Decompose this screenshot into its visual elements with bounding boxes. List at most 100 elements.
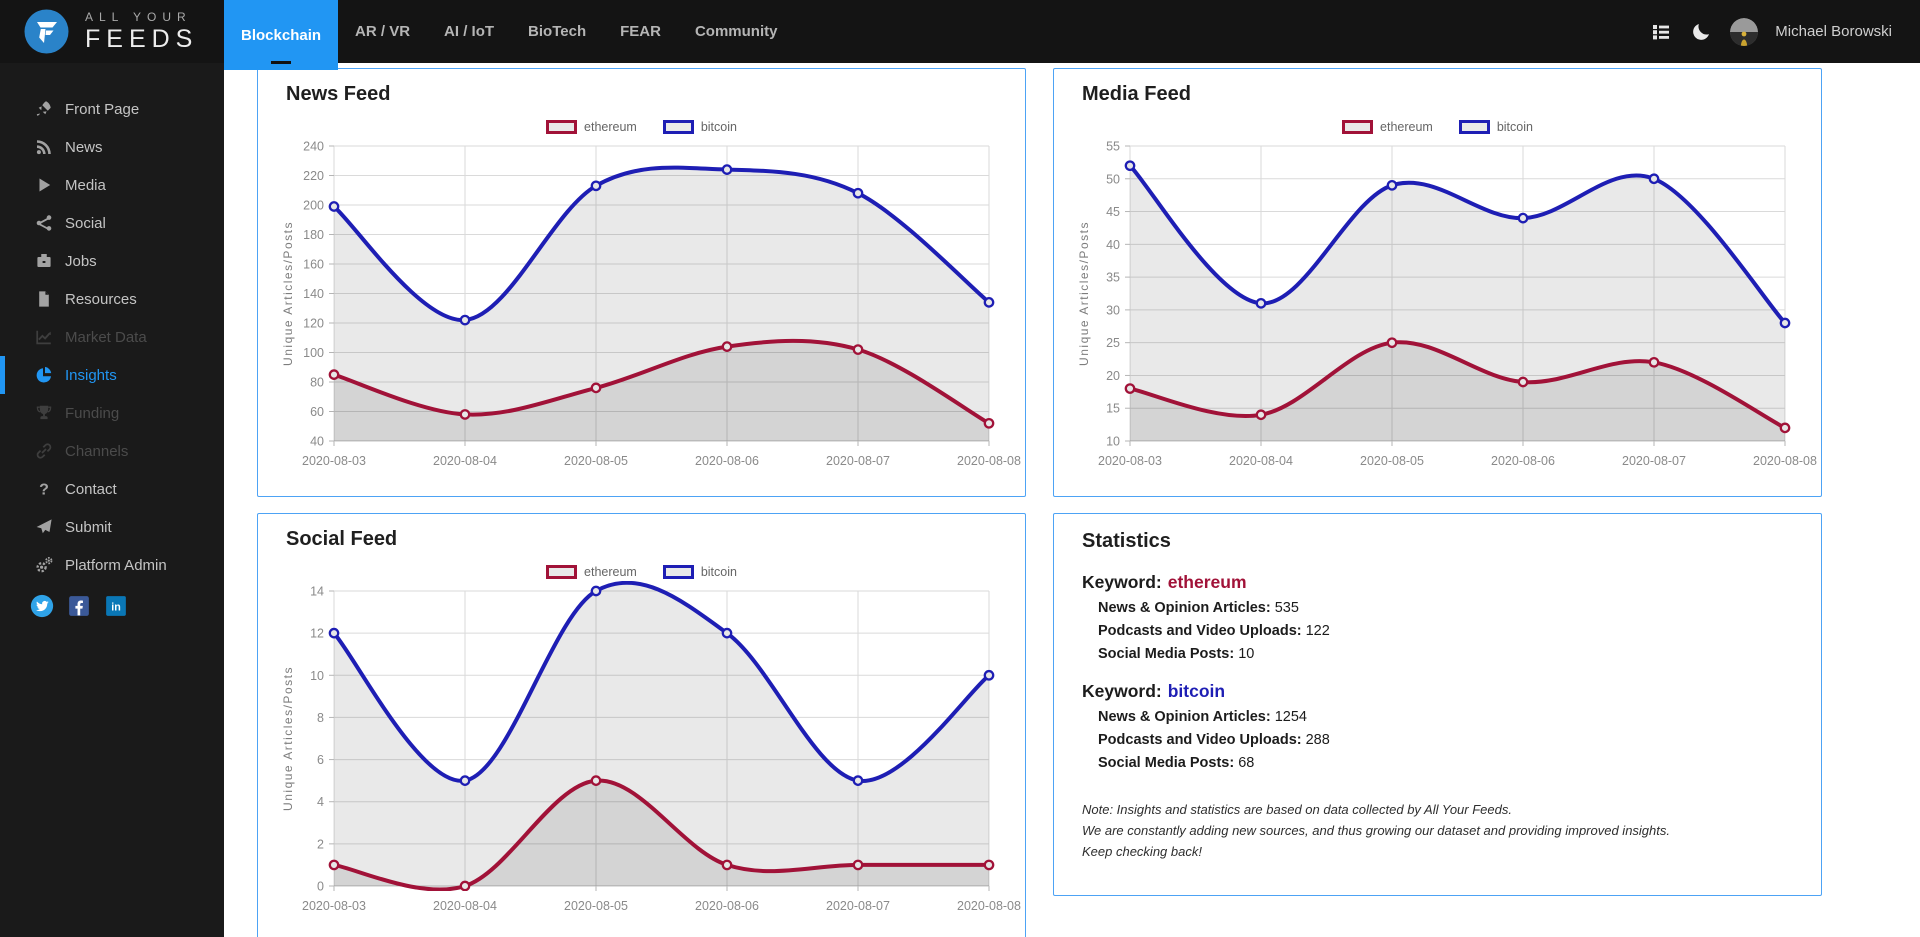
svg-text:200: 200 bbox=[303, 199, 324, 213]
list-icon bbox=[1653, 24, 1670, 39]
sidebar: Front Page News Media Social Jobs Resources Ma… bbox=[0, 63, 224, 937]
keyword-value-bitcoin: bitcoin bbox=[1167, 681, 1226, 701]
svg-text:2020-08-03: 2020-08-03 bbox=[302, 454, 366, 468]
user-name[interactable]: Michael Borowski bbox=[1775, 23, 1892, 40]
svg-text:2020-08-05: 2020-08-05 bbox=[1360, 454, 1424, 468]
brand[interactable]: ALL YOUR FEEDS bbox=[0, 0, 224, 63]
chart-canvas-social: 0 2 4 6 8 10 12 14 2020-08-03 2020-08-04 2020-08-0… bbox=[272, 581, 1021, 926]
stat-row-social-media-posts: Social Media Posts: 68 bbox=[1098, 755, 1793, 771]
stat-row-value: 68 bbox=[1234, 755, 1255, 771]
tab-blockchain[interactable]: Blockchain bbox=[224, 0, 339, 70]
legend-item-bitcoin[interactable]: bitcoin bbox=[662, 120, 737, 134]
chart-line-icon bbox=[34, 328, 53, 347]
sidebar-item-market-data: Market Data bbox=[0, 318, 224, 356]
link-icon bbox=[36, 443, 51, 459]
svg-text:2020-08-08: 2020-08-08 bbox=[957, 454, 1021, 468]
rocket-icon bbox=[34, 100, 53, 119]
svg-text:in: in bbox=[111, 602, 121, 614]
svg-text:25: 25 bbox=[1106, 336, 1120, 350]
moon-icon bbox=[1693, 23, 1710, 40]
chart-media-feed: ethereum bitcoin 10 15 20 25 30 35 40 45 50 55 2020-… bbox=[1068, 118, 1817, 481]
social-link-twitter[interactable] bbox=[30, 594, 54, 618]
sidebar-item-social[interactable]: Social bbox=[0, 204, 224, 242]
legend-swatch-bitcoin bbox=[662, 565, 694, 579]
tab-community[interactable]: Community bbox=[694, 23, 778, 40]
sidebar-item-contact[interactable]: ? Contact bbox=[0, 470, 224, 508]
share-icon bbox=[34, 214, 53, 233]
panel-statistics: Statistics Keyword: ethereum News & Opinio… bbox=[1053, 513, 1822, 896]
svg-text:140: 140 bbox=[303, 287, 324, 301]
svg-text:20: 20 bbox=[1106, 369, 1120, 383]
sidebar-item-insights[interactable]: Insights bbox=[0, 356, 224, 394]
social-link-facebook[interactable] bbox=[67, 594, 91, 618]
social-link-linkedin[interactable]: in bbox=[104, 594, 128, 618]
svg-text:0: 0 bbox=[317, 880, 324, 894]
tab-ar-vr[interactable]: AR / VR bbox=[355, 23, 411, 40]
sidebar-item-front-page[interactable]: Front Page bbox=[0, 90, 224, 128]
panel-title-statistics: Statistics bbox=[1082, 530, 1171, 552]
legend-item-ethereum[interactable]: ethereum bbox=[546, 565, 637, 579]
stat-row-value: 1254 bbox=[1270, 709, 1307, 725]
svg-text:8: 8 bbox=[317, 711, 324, 725]
svg-text:4: 4 bbox=[317, 795, 324, 809]
stat-row-social-media-posts: Social Media Posts: 10 bbox=[1098, 646, 1793, 662]
panel-title-media-feed: Media Feed bbox=[1082, 83, 1191, 105]
svg-text:14: 14 bbox=[310, 585, 324, 599]
svg-text:100: 100 bbox=[303, 346, 324, 360]
stat-row-value: 10 bbox=[1234, 646, 1255, 662]
stat-row-value: 288 bbox=[1301, 732, 1330, 748]
legend-item-bitcoin[interactable]: bitcoin bbox=[1458, 120, 1533, 134]
svg-text:40: 40 bbox=[310, 435, 324, 449]
legend-swatch-ethereum bbox=[546, 120, 578, 134]
share-icon bbox=[36, 215, 51, 231]
svg-text:2020-08-06: 2020-08-06 bbox=[695, 899, 759, 913]
note-line-2: We are constantly adding new sources, an… bbox=[1082, 823, 1670, 838]
chart-social-feed: ethereum bitcoin 0 2 4 6 8 10 12 14 2020-08-03 2020… bbox=[272, 563, 1021, 926]
sidebar-item-platform-admin[interactable]: Platform Admin bbox=[0, 546, 224, 584]
legend-item-ethereum[interactable]: ethereum bbox=[546, 120, 637, 134]
stat-row-value: 122 bbox=[1301, 623, 1330, 639]
tab-fear[interactable]: FEAR bbox=[620, 23, 661, 40]
stat-group-ethereum: Keyword: ethereum News & Opinion Articles:… bbox=[1082, 572, 1793, 662]
sidebar-item-media[interactable]: Media bbox=[0, 166, 224, 204]
chart-canvas-media: 10 15 20 25 30 35 40 45 50 55 2020-08-03 2020-08-04… bbox=[1068, 136, 1817, 481]
sidebar-item-label: Submit bbox=[65, 518, 112, 536]
stat-group-bitcoin: Keyword: bitcoin News & Opinion Articles: … bbox=[1082, 681, 1793, 771]
svg-text:2020-08-07: 2020-08-07 bbox=[826, 454, 890, 468]
legend-item-ethereum[interactable]: ethereum bbox=[1342, 120, 1433, 134]
list-view-button[interactable] bbox=[1650, 21, 1672, 43]
tab-ai-iot[interactable]: AI / IoT bbox=[444, 23, 495, 40]
legend-label-bitcoin: bitcoin bbox=[1496, 120, 1533, 134]
svg-text:120: 120 bbox=[303, 317, 324, 331]
pie-chart-icon bbox=[34, 366, 53, 385]
svg-text:10: 10 bbox=[310, 669, 324, 683]
chart-legend-news: ethereum bitcoin bbox=[272, 118, 1011, 136]
svg-text:160: 160 bbox=[303, 258, 324, 272]
dark-mode-toggle[interactable] bbox=[1689, 20, 1713, 44]
sidebar-item-jobs[interactable]: Jobs bbox=[0, 242, 224, 280]
brand-line-1: ALL YOUR bbox=[85, 9, 192, 24]
panel-news-feed: News Feed ethereum bitcoin 40 60 80 100 120 140… bbox=[257, 68, 1026, 497]
question-icon: ? bbox=[39, 482, 49, 499]
svg-text:30: 30 bbox=[1106, 303, 1120, 317]
linkedin-icon: in bbox=[106, 596, 126, 616]
svg-text:35: 35 bbox=[1106, 271, 1120, 285]
avatar[interactable] bbox=[1730, 17, 1759, 46]
stat-row-label: News & Opinion Articles: bbox=[1098, 709, 1271, 725]
sidebar-item-news[interactable]: News bbox=[0, 128, 224, 166]
panel-title-news-feed: News Feed bbox=[286, 83, 391, 105]
legend-label-bitcoin: bitcoin bbox=[700, 565, 737, 579]
tab-biotech[interactable]: BioTech bbox=[528, 23, 587, 40]
stat-row-label: Podcasts and Video Uploads: bbox=[1098, 732, 1302, 748]
svg-text:2020-08-06: 2020-08-06 bbox=[1491, 454, 1555, 468]
legend-swatch-ethereum bbox=[546, 565, 578, 579]
sidebar-item-label: Platform Admin bbox=[65, 556, 167, 574]
chart-canvas-news: 40 60 80 100 120 140 160 180 200 220 240 2020-08-03… bbox=[272, 136, 1021, 481]
sidebar-item-resources[interactable]: Resources bbox=[0, 280, 224, 318]
legend-item-bitcoin[interactable]: bitcoin bbox=[662, 565, 737, 579]
svg-text:6: 6 bbox=[317, 753, 324, 767]
sidebar-item-label: Resources bbox=[65, 290, 137, 308]
sidebar-item-label: Jobs bbox=[65, 252, 97, 270]
svg-text:?: ? bbox=[39, 482, 49, 499]
sidebar-item-submit[interactable]: Submit bbox=[0, 508, 224, 546]
